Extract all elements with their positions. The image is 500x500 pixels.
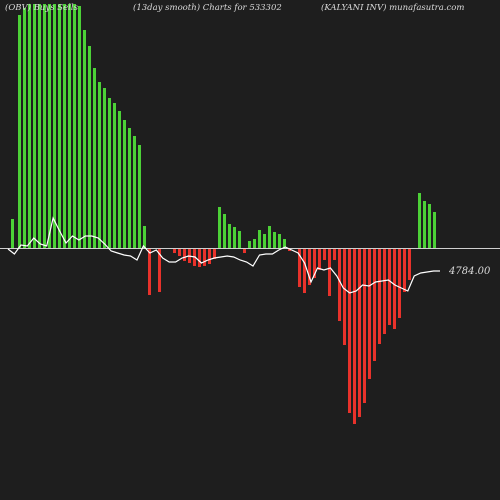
- obv-bar: [418, 193, 421, 248]
- obv-bar: [423, 201, 426, 248]
- obv-bar: [133, 136, 136, 248]
- obv-bar: [238, 231, 241, 248]
- obv-bar: [383, 249, 386, 334]
- obv-bar: [288, 249, 291, 251]
- obv-bar: [318, 249, 321, 270]
- obv-bar: [218, 207, 221, 248]
- obv-bar: [378, 249, 381, 344]
- obv-bar: [343, 249, 346, 345]
- obv-bar: [248, 241, 251, 248]
- obv-bar: [18, 15, 21, 248]
- obv-bar: [393, 249, 396, 329]
- obv-bar: [303, 249, 306, 293]
- obv-bar: [298, 249, 301, 287]
- obv-bar: [223, 214, 226, 248]
- obv-bar: [368, 249, 371, 379]
- obv-bar: [233, 227, 236, 248]
- obv-bar: [23, 8, 26, 248]
- header-source-label: (KALYANI INV) munafasutra.com: [321, 3, 465, 13]
- obv-bar: [88, 46, 91, 248]
- obv-bar: [68, 4, 71, 248]
- obv-bar: [198, 249, 201, 267]
- obv-bar: [258, 230, 261, 248]
- obv-bar: [123, 120, 126, 248]
- obv-bar: [228, 224, 231, 248]
- obv-bar: [43, 4, 46, 248]
- obv-bar: [178, 249, 181, 256]
- obv-bar: [358, 249, 361, 417]
- obv-bar: [313, 249, 316, 278]
- obv-bar: [308, 249, 311, 285]
- obv-bar: [373, 249, 376, 361]
- obv-bar: [323, 249, 326, 260]
- obv-bar: [93, 68, 96, 248]
- obv-bar: [363, 249, 366, 403]
- obv-bar: [243, 249, 246, 253]
- obv-bar: [63, 4, 66, 248]
- obv-bar: [208, 249, 211, 264]
- obv-bar: [58, 4, 61, 248]
- obv-bar: [148, 249, 151, 295]
- obv-bar: [203, 249, 206, 266]
- obv-bar: [268, 226, 271, 248]
- obv-bar: [263, 234, 266, 248]
- obv-bar: [273, 232, 276, 248]
- obv-bar: [28, 4, 31, 248]
- obv-bar: [143, 226, 146, 248]
- obv-bar: [48, 4, 51, 248]
- obv-bar: [433, 212, 436, 248]
- obv-bar: [173, 249, 176, 253]
- obv-bar: [113, 103, 116, 248]
- obv-bar: [408, 249, 411, 280]
- obv-bar: [403, 249, 406, 292]
- header-indicator-label: (OBV) Buys Sells: [5, 3, 78, 13]
- obv-bar: [328, 249, 331, 296]
- obv-bar: [283, 239, 286, 248]
- obv-bar: [11, 219, 14, 248]
- obv-bar: [398, 249, 401, 318]
- header-chart-title: (13day smooth) Charts for 533302: [133, 3, 282, 13]
- smoothed-line: [7, 216, 440, 294]
- obv-bar: [353, 249, 356, 424]
- obv-bar: [118, 111, 121, 248]
- obv-bar: [103, 88, 106, 248]
- obv-bar: [78, 6, 81, 248]
- obv-bar: [213, 249, 216, 259]
- obv-bar: [388, 249, 391, 325]
- obv-bar: [53, 4, 56, 248]
- obv-bar: [338, 249, 341, 321]
- obv-bar: [348, 249, 351, 413]
- obv-bar: [38, 4, 41, 248]
- last-value-label: 4784.00: [448, 266, 491, 277]
- obv-bar: [253, 239, 256, 248]
- obv-bar: [333, 249, 336, 260]
- obv-bar: [83, 30, 86, 248]
- obv-bar: [428, 204, 431, 248]
- obv-bar: [138, 145, 141, 248]
- obv-bar: [108, 98, 111, 248]
- obv-bar: [183, 249, 186, 261]
- obv-bar: [278, 234, 281, 248]
- obv-bar: [158, 249, 161, 292]
- obv-bar: [98, 82, 101, 248]
- obv-bar: [128, 128, 131, 248]
- obv-bar: [73, 4, 76, 248]
- obv-bar: [33, 4, 36, 248]
